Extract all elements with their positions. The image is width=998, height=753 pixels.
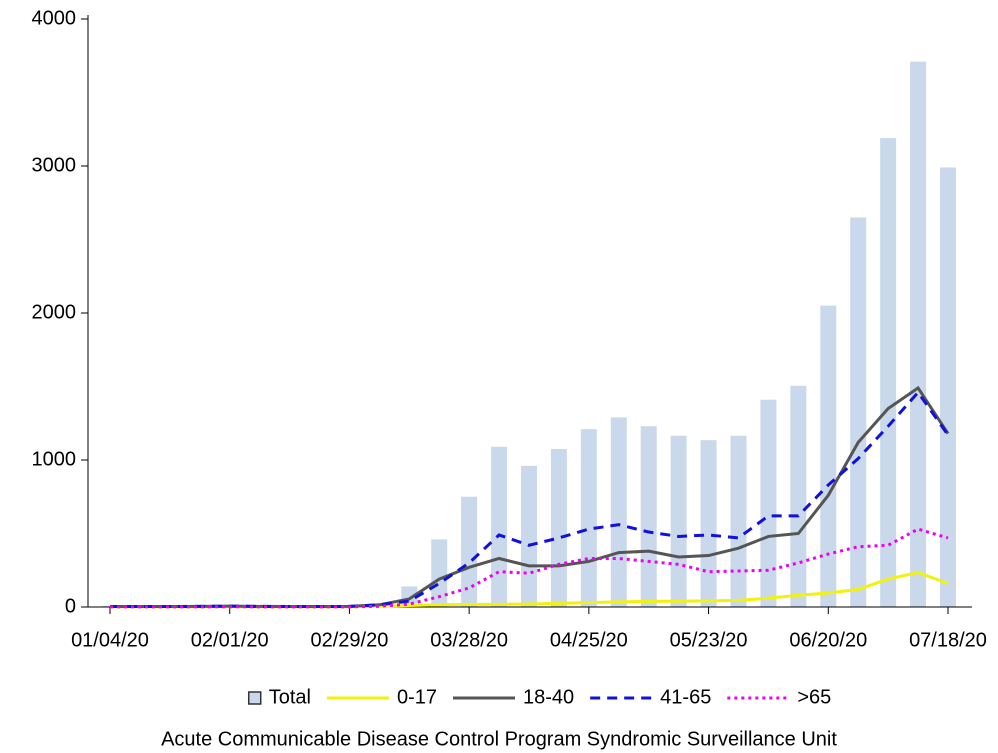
series-line [110, 389, 950, 609]
bar [550, 448, 567, 607]
bar [580, 429, 597, 607]
bar [850, 217, 867, 607]
bar [431, 539, 448, 607]
bar [610, 417, 627, 607]
y-tick-label: 3000 [32, 154, 77, 176]
bar [521, 465, 537, 607]
bar [790, 385, 807, 607]
y-tick-label: 0 [65, 595, 76, 617]
bar [640, 426, 657, 607]
bar [670, 435, 687, 607]
bar [910, 61, 927, 607]
legend-label: 18-40 [523, 686, 574, 708]
bar [461, 496, 478, 607]
x-tick-label: 06/20/20 [789, 629, 867, 651]
legend: Total 0-17 18-40 41-65 >65 [247, 686, 831, 708]
x-tick-label: 07/18/20 [909, 629, 987, 651]
bar [760, 399, 777, 607]
x-tick-label: 04/25/20 [550, 629, 628, 651]
legend-swatch [247, 691, 262, 705]
x-tick-label: 02/29/20 [310, 629, 388, 651]
bar [700, 440, 717, 607]
footnote: Acute Communicable Disease Control Progr… [161, 728, 837, 750]
x-tick-label: 01/04/20 [71, 629, 149, 651]
x-tick-label: 03/28/20 [430, 629, 508, 651]
x-tick-label: 02/01/20 [191, 629, 269, 651]
bar [880, 138, 897, 607]
y-tick-label: 1000 [32, 448, 77, 470]
bar [491, 446, 508, 607]
legend-label: 0-17 [397, 686, 437, 708]
series-line [110, 527, 949, 609]
y-tick-label: 4000 [32, 7, 77, 29]
bar [820, 305, 837, 607]
bar [940, 167, 956, 607]
x-tick-label: 05/23/20 [670, 629, 748, 651]
legend-label: >65 [797, 686, 831, 708]
legend-label: Total [269, 686, 311, 708]
y-tick-label: 2000 [32, 301, 77, 323]
legend-label: 41-65 [660, 686, 711, 708]
bar [730, 435, 747, 607]
